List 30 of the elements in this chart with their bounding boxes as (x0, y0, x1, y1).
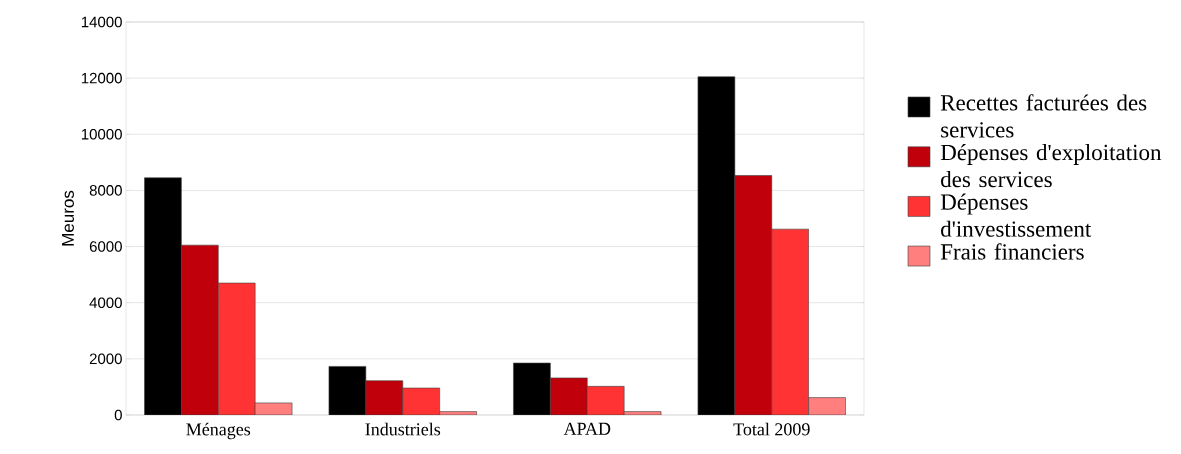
bar (550, 377, 588, 415)
x-tick-label: APAD (563, 422, 611, 435)
legend-label: Dépenses d'exploitation des services (940, 144, 1162, 188)
bar (365, 380, 403, 415)
y-tick-label: 8000 (89, 185, 122, 196)
bar (144, 177, 182, 415)
bar (328, 366, 366, 415)
bar (808, 397, 846, 415)
x-tick-label: Industriels (365, 422, 441, 436)
legend-label: Recettes facturées des services (940, 94, 1147, 138)
y-tick-label: 0 (114, 409, 122, 421)
bar (587, 386, 625, 415)
x-tick-label: Total 2009 (733, 422, 810, 436)
y-axis-title: Meuros (62, 190, 74, 246)
bar (218, 283, 256, 415)
y-tick-label: 12000 (81, 72, 122, 84)
y-tick-label: 10000 (81, 128, 122, 140)
y-tick-label: 4000 (89, 297, 122, 308)
bar (181, 245, 219, 415)
x-tick-label: Ménages (186, 422, 251, 440)
bar (771, 228, 809, 415)
legend-label: Frais financiers (940, 243, 1084, 260)
bar (513, 363, 551, 415)
y-tick-label: 14000 (81, 16, 122, 28)
y-tick-label: 2000 (89, 353, 122, 365)
bar (734, 175, 773, 415)
y-tick-label: 6000 (89, 241, 122, 252)
legend-label: Dépenses d'investissement (940, 193, 1092, 237)
bar (402, 388, 440, 415)
bar (697, 76, 736, 415)
